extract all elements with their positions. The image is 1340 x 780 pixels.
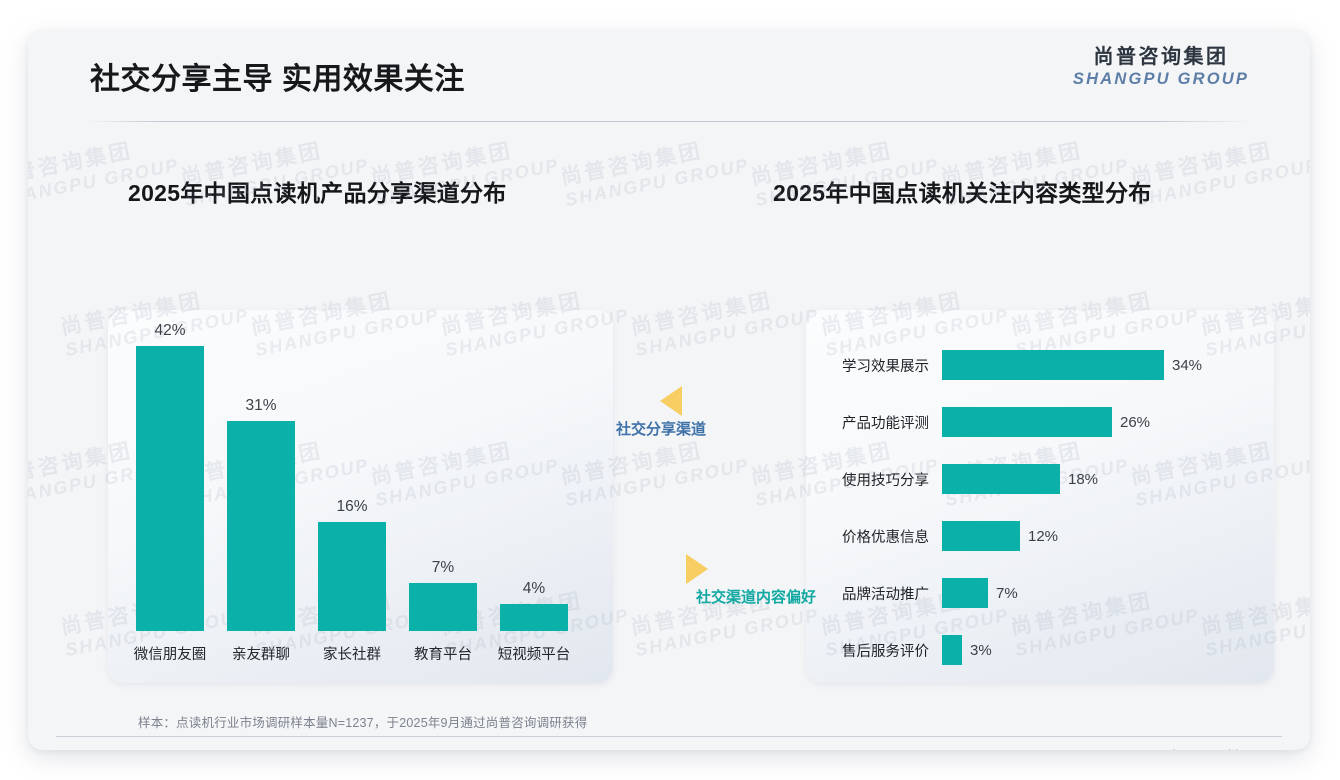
bar-fill <box>942 350 1164 380</box>
annotation-social-share-channel: 社交分享渠道 <box>588 386 706 439</box>
column-chart-item: 42% 微信朋友圈 <box>134 322 207 663</box>
bar-category-label: 产品功能评测 <box>842 415 929 432</box>
column-chart-item: 4% 短视频平台 <box>498 580 571 663</box>
column-category-label: 微信朋友圈 <box>133 647 207 663</box>
column-category-label: 短视频平台 <box>497 647 571 663</box>
column-value-label: 16% <box>336 498 368 515</box>
page-title: 社交分享主导 实用效果关注 <box>90 63 465 96</box>
bar-category-label: 使用技巧分享 <box>842 472 929 489</box>
column-chart-item: 7% 教育平台 <box>409 559 477 663</box>
bar-fill <box>942 521 1020 551</box>
bar-chart-row: 品牌活动推广 7% <box>806 578 1274 608</box>
column-category-label: 亲友群聊 <box>232 647 290 663</box>
horizontal-bar-chart: 学习效果展示 34% 产品功能评测 26% 使用技巧分享 18% 价格优惠信息 12% 品牌活动… <box>806 310 1274 683</box>
bar-fill <box>942 635 962 665</box>
bar-chart-row: 价格优惠信息 12% <box>806 521 1274 551</box>
column-chart-item: 31% 亲友群聊 <box>227 397 295 663</box>
right-chart-title: 2025年中国点读机关注内容类型分布 <box>773 180 1152 206</box>
brand-logo: 尚普咨询集团 SHANGPU GROUP <box>1056 46 1266 90</box>
column-category-label: 教育平台 <box>414 647 472 663</box>
column-chart-item: 16% 家长社群 <box>318 498 386 663</box>
bar-category-label: 价格优惠信息 <box>842 529 929 546</box>
bar-value-label: 34% <box>1172 356 1203 374</box>
logo-english-text: SHANGPU GROUP <box>1072 70 1250 88</box>
annotation-channel-content-preference: 社交渠道内容偏好 <box>672 554 816 607</box>
slide-card: 社交分享主导 实用效果关注 尚普咨询集团 SHANGPU GROUP 2025年… <box>28 30 1310 750</box>
logo-chinese-text: 尚普咨询集团 <box>1093 46 1229 68</box>
bar-fill <box>942 578 988 608</box>
column-bar <box>318 522 386 631</box>
column-category-label: 家长社群 <box>323 647 381 663</box>
column-chart: 42% 微信朋友圈 31% 亲友群聊 16% 家长社群 7% 教育平台 4% 短视频平台 <box>108 277 613 683</box>
bar-value-label: 3% <box>970 641 992 659</box>
column-bar <box>136 346 204 631</box>
bar-chart-row: 售后服务评价 3% <box>806 635 1274 665</box>
triangle-right-icon <box>686 554 708 584</box>
footer-website: www.shangpu-china.com <box>1135 748 1282 750</box>
bar-value-label: 26% <box>1120 413 1151 431</box>
column-value-label: 7% <box>431 559 455 576</box>
bar-value-label: 7% <box>996 584 1018 602</box>
bar-value-label: 18% <box>1068 470 1099 488</box>
bar-value-label: 12% <box>1028 527 1059 545</box>
bar-chart-row: 学习效果展示 34% <box>806 350 1274 380</box>
bar-category-label: 售后服务评价 <box>842 643 929 660</box>
bar-fill <box>942 464 1060 494</box>
triangle-left-icon <box>660 386 682 416</box>
bar-chart-row: 产品功能评测 26% <box>806 407 1274 437</box>
bar-fill <box>942 407 1112 437</box>
footer-divider <box>56 736 1282 737</box>
column-bar <box>409 583 477 631</box>
column-value-label: 31% <box>245 397 277 414</box>
column-bar <box>227 421 295 631</box>
bar-category-label: 学习效果展示 <box>842 358 929 375</box>
slide-header: 社交分享主导 实用效果关注 尚普咨询集团 SHANGPU GROUP <box>28 30 1310 122</box>
sample-note: 样本：点读机行业市场调研样本量N=1237，于2025年9月通过尚普咨询调研获得 <box>138 716 588 730</box>
annotation-bottom-label: 社交渠道内容偏好 <box>696 589 817 606</box>
header-divider <box>90 121 1248 122</box>
left-chart-title: 2025年中国点读机产品分享渠道分布 <box>128 180 507 206</box>
footer-copyright: ©2025.11 SHANGPU GROUP <box>56 748 233 750</box>
bar-chart-row: 使用技巧分享 18% <box>806 464 1274 494</box>
annotation-top-label: 社交分享渠道 <box>616 421 707 438</box>
slide-body: 2025年中国点读机产品分享渠道分布 2025年中国点读机关注内容类型分布 尚普… <box>28 122 1310 683</box>
column-value-label: 4% <box>522 580 546 597</box>
bar-category-label: 品牌活动推广 <box>842 586 929 603</box>
column-value-label: 42% <box>154 322 186 339</box>
column-bar <box>500 604 568 631</box>
